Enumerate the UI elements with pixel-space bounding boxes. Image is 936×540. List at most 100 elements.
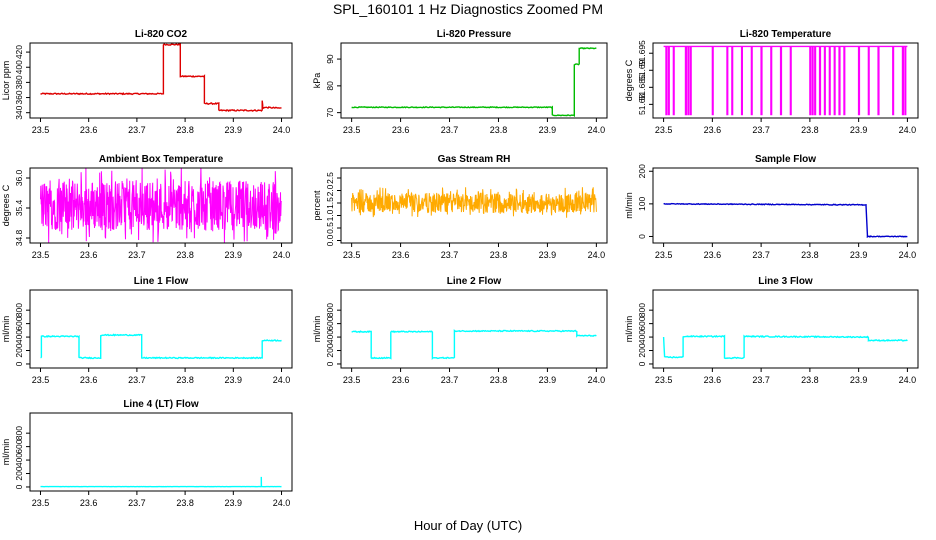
panel-frame: [652, 289, 919, 369]
y-tick-label: 0: [14, 484, 24, 489]
y-tick-label: 380: [14, 75, 24, 89]
x-tick-label: 23.9: [850, 375, 868, 385]
panel-6: Sample Flow 23.5 23.6 23.7 23.8 23.9 24.0 0 100 2…: [624, 154, 919, 260]
y-tick-label: 600: [14, 316, 24, 330]
x-tick-label: 24.0: [273, 375, 291, 385]
y-tick-label: 400: [637, 330, 647, 344]
series-line: [663, 45, 908, 116]
x-tick-label: 23.7: [752, 125, 770, 135]
x-tick-label: 23.7: [441, 375, 459, 385]
panel-frame: [29, 42, 293, 119]
x-tick-label: 23.8: [801, 375, 819, 385]
x-tick-label: 23.5: [32, 250, 50, 260]
x-tick-label: 23.8: [490, 125, 508, 135]
y-tick-label: 36.0: [14, 169, 24, 186]
y-tick-label: 800: [325, 303, 335, 317]
x-tick-label: 23.7: [128, 498, 146, 508]
y-tick-label: 200: [637, 164, 647, 178]
y-tick-label: 34.8: [14, 229, 24, 246]
x-tick-label: 24.0: [588, 125, 606, 135]
panel-1: Li-820 CO2 23.5 23.6 23.7 23.8 23.9 24.0 340360…: [1, 29, 293, 135]
y-tick-label: 80: [325, 81, 335, 91]
panel-frame: [29, 167, 293, 244]
panel-8: Line 2 Flow 23.5 23.6 23.7 23.8 23.9 24.0 0 2004…: [312, 276, 608, 385]
y-tick-label: 400: [14, 330, 24, 344]
y-tick-label: 51.69: [637, 59, 647, 81]
y-axis-label: ml/min: [1, 439, 11, 466]
panel-frame: [652, 42, 919, 119]
x-tick-label: 23.9: [539, 125, 557, 135]
y-tick-label: 600: [637, 316, 647, 330]
series-line: [662, 334, 908, 360]
y-tick-label: 800: [14, 303, 24, 317]
x-tick-label: 23.6: [392, 125, 410, 135]
data-trace: [351, 47, 597, 118]
y-tick-label: 1.5: [325, 197, 335, 209]
x-tick-label: 23.5: [32, 375, 50, 385]
y-tick-label: 100: [637, 197, 647, 211]
x-tick-label: 23.5: [32, 125, 50, 135]
y-tick-label: 600: [14, 439, 24, 453]
x-tick-label: 23.9: [539, 375, 557, 385]
x-tick-label: 23.8: [801, 125, 819, 135]
y-tick-label: 800: [14, 426, 24, 440]
panel-frame: [340, 42, 608, 119]
y-tick-label: 70: [325, 108, 335, 118]
x-tick-label: 24.0: [899, 375, 917, 385]
x-tick-label: 23.9: [225, 250, 243, 260]
x-tick-label: 23.9: [539, 250, 557, 260]
panel-frame: [340, 167, 608, 244]
y-axis-label: degrees C: [1, 184, 11, 226]
y-tick-label: 360: [14, 90, 24, 104]
panel-title: Gas Stream RH: [438, 154, 511, 165]
x-tick-label: 24.0: [588, 250, 606, 260]
x-tick-label: 23.5: [655, 125, 673, 135]
x-tick-label: 23.6: [392, 250, 410, 260]
series-line: [351, 329, 597, 360]
y-tick-label: 35.4: [14, 199, 24, 216]
panel-frame: [652, 167, 919, 244]
y-tick-label: 200: [14, 343, 24, 357]
y-tick-label: 340: [14, 105, 24, 119]
panel-frame: [340, 289, 608, 369]
y-axis-label: ml/min: [312, 316, 322, 343]
x-tick-label: 23.8: [176, 375, 194, 385]
y-tick-label: 600: [325, 316, 335, 330]
x-tick-label: 23.7: [441, 125, 459, 135]
x-tick-label: 23.6: [392, 375, 410, 385]
panel-title: Line 2 Flow: [447, 276, 502, 287]
y-tick-label: 400: [325, 330, 335, 344]
x-tick-label: 23.9: [850, 125, 868, 135]
panel-title: Ambient Box Temperature: [99, 154, 224, 165]
panel-2: Li-820 Pressure 23.5 23.6 23.7 23.8 23.9 24.0 7…: [312, 29, 608, 135]
y-tick-label: 90: [325, 54, 335, 64]
x-tick-label: 23.7: [752, 375, 770, 385]
panel-frame: [29, 289, 293, 369]
y-axis-label: ml/min: [624, 192, 634, 219]
x-tick-label: 23.7: [441, 250, 459, 260]
y-tick-label: 0: [325, 361, 335, 366]
y-tick-label: 200: [14, 466, 24, 480]
x-tick-label: 24.0: [899, 250, 917, 260]
y-tick-label: 0: [637, 361, 647, 366]
x-tick-label: 23.8: [176, 125, 194, 135]
x-tick-label: 23.8: [490, 250, 508, 260]
y-axis-label: degrees C: [624, 59, 634, 101]
x-tick-label: 23.5: [343, 125, 361, 135]
y-tick-label: 51.695: [637, 40, 647, 66]
x-tick-label: 23.6: [80, 250, 98, 260]
x-tick-label: 23.7: [128, 250, 146, 260]
panel-10: Line 4 (LT) Flow 23.5 23.6 23.7 23.8 23.9 24.0…: [1, 399, 293, 508]
y-tick-label: 400: [14, 60, 24, 74]
panel-title: Sample Flow: [755, 154, 816, 165]
x-tick-label: 23.9: [225, 375, 243, 385]
y-tick-label: 200: [325, 343, 335, 357]
y-tick-label: 51.685: [637, 74, 647, 100]
series-line: [663, 202, 908, 239]
y-tick-label: 2.0: [325, 184, 335, 196]
x-tick-label: 24.0: [899, 125, 917, 135]
x-tick-label: 23.6: [704, 375, 722, 385]
x-tick-label: 23.7: [128, 375, 146, 385]
data-trace: [351, 187, 597, 218]
y-tick-label: 51.68: [637, 93, 647, 115]
